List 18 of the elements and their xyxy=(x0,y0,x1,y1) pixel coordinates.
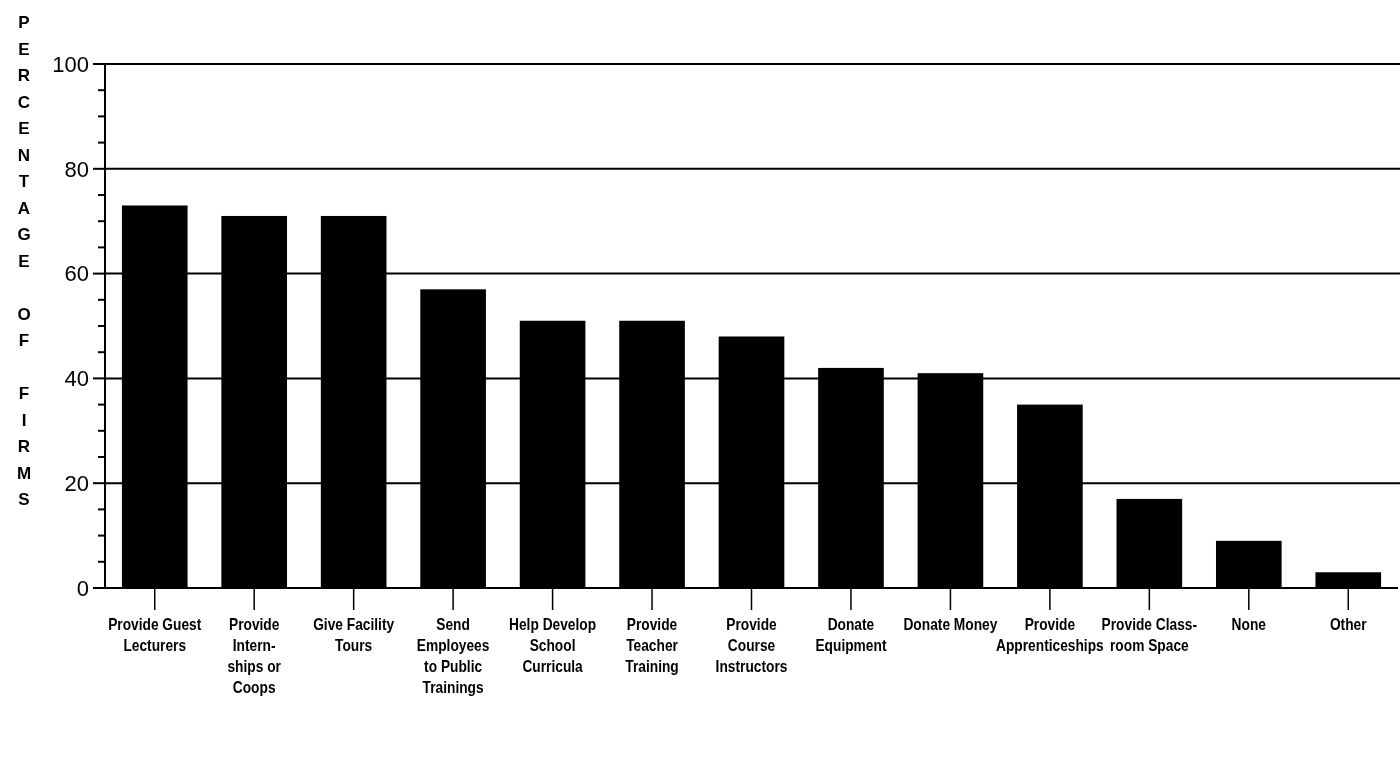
y-tick-label: 100 xyxy=(52,51,89,77)
x-tick-label: Provide Teacher Training xyxy=(625,614,679,676)
y-tick-label: 0 xyxy=(76,575,89,601)
y-tick-label: 40 xyxy=(64,366,89,392)
y-tick-label: 60 xyxy=(64,261,89,287)
x-tick-label: Donate Money xyxy=(903,614,999,634)
x-tick-label: Donate Equipment xyxy=(815,614,887,655)
x-tick-label: Provide Guest Lecturers xyxy=(108,614,202,655)
x-tick-label: Other xyxy=(1329,614,1367,634)
text: PERCENTAGE OF FIRMS xyxy=(16,13,32,509)
x-tick-label: Give Facility Tours xyxy=(313,614,395,655)
y-tick-label: 80 xyxy=(64,156,89,182)
x-tick-label: Help Develop School Curricula xyxy=(509,614,597,676)
x-tick-label: None xyxy=(1231,614,1266,634)
y-tick-label: 20 xyxy=(64,470,89,496)
x-tick-label: Provide Course Instructors xyxy=(715,614,788,676)
x-tick-label: Provide Intern- ships or Coops xyxy=(227,614,282,697)
x-tick-label: Send Employees to Public Trainings xyxy=(416,614,490,697)
